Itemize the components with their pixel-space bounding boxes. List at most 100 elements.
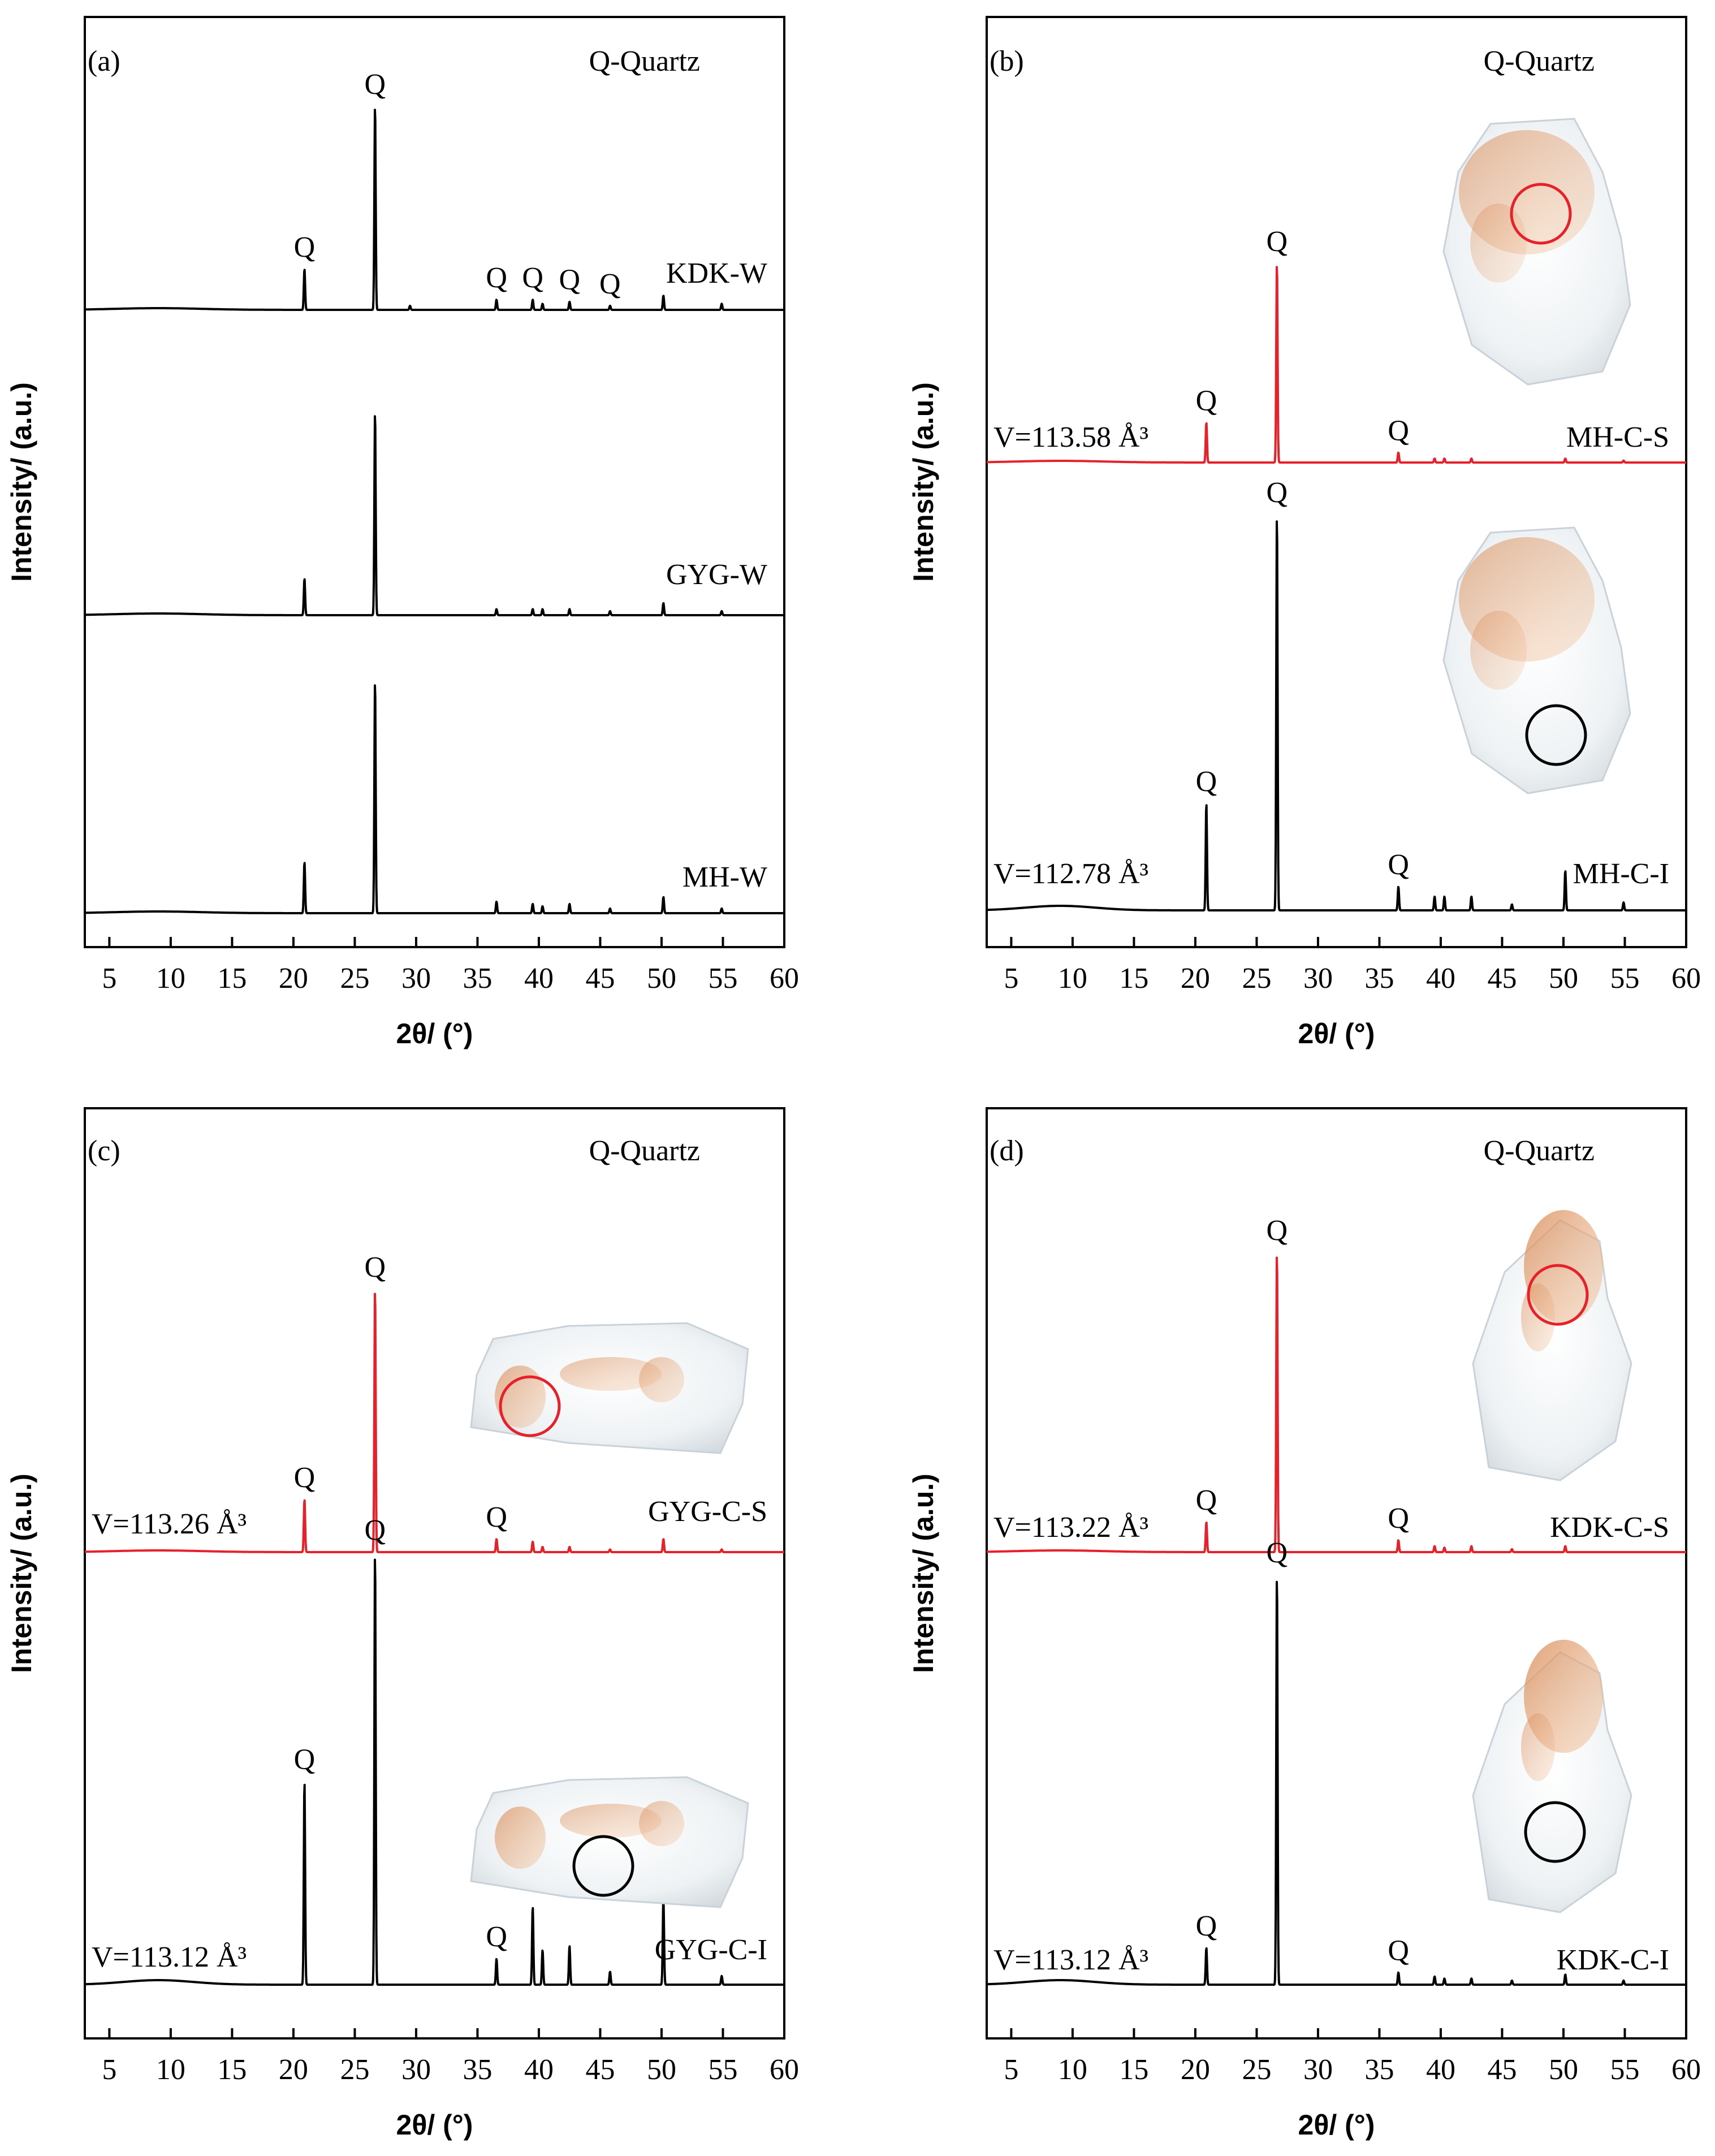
surface-circle-marker	[1527, 1264, 1589, 1326]
peak-label-q: Q	[1266, 1537, 1288, 1569]
xrd-series-mh-c-i	[986, 520, 1687, 911]
peak-label-q: Q	[294, 1462, 316, 1494]
panel-tag: (a)	[88, 45, 120, 77]
panel-c: 5 10 15 20 25 30 35 40 45 50 55 60 2θ/ (°) Intensity/…	[6, 1107, 799, 2141]
x-tick-label: 40	[1426, 962, 1455, 995]
x-tick-label: 50	[1549, 2054, 1578, 2086]
x-tick-label: 10	[156, 962, 185, 995]
x-tick-label: 15	[217, 2054, 247, 2086]
x-axis-title: 2θ/ (°)	[396, 2109, 473, 2141]
peak-label-q: Q	[1196, 1484, 1217, 1516]
x-tick-label: 35	[463, 962, 492, 995]
rock-photo-mh-surface	[1442, 118, 1631, 386]
legend-text: Q-Quartz	[1484, 45, 1595, 77]
x-axis-title: 2θ/ (°)	[396, 1018, 473, 1049]
x-tick-label: 35	[1364, 2054, 1394, 2086]
legend-text: Q-Quartz	[1484, 1135, 1595, 1167]
x-tick-label: 15	[217, 962, 247, 995]
x-tick-label: 25	[1242, 2054, 1271, 2086]
volume-label: V=113.22 Å³	[993, 1511, 1148, 1544]
x-tick-label: 25	[340, 2054, 369, 2086]
plot-frame	[986, 1107, 1687, 2040]
peak-label-q: Q	[486, 262, 507, 294]
panel-a: 5 10 15 20 25 30 35 40 45 50 55 60 2θ/ (°) Intensity/…	[6, 16, 799, 1049]
peak-label-q: Q	[294, 1743, 316, 1775]
xrd-series-kdk-w	[84, 109, 785, 311]
rock-photo-mh-interior	[1442, 526, 1631, 794]
legend-text: Q-Quartz	[589, 45, 700, 77]
legend-text: Q-Quartz	[589, 1135, 700, 1167]
plot-frame	[986, 16, 1687, 948]
x-tick-label: 20	[1181, 2054, 1210, 2086]
x-tick-label: 25	[1242, 962, 1271, 995]
x-tick-label: 30	[401, 2054, 431, 2086]
x-tick-label: 55	[1610, 962, 1639, 995]
panel-tag: (c)	[88, 1135, 120, 1167]
x-axis-title: 2θ/ (°)	[1298, 2109, 1375, 2141]
x-tick-label: 60	[770, 2054, 799, 2086]
peak-label-q: Q	[1266, 1215, 1288, 1247]
x-tick-label: 30	[401, 962, 431, 995]
xrd-series-gyg-c-i	[84, 1558, 785, 1986]
rock-stain	[1470, 204, 1527, 283]
peak-label-q: Q	[486, 1501, 507, 1533]
series-label: MH-C-S	[1566, 421, 1669, 453]
surface-circle-marker	[499, 1375, 561, 1437]
x-tick-label: 45	[585, 2054, 615, 2086]
x-tick-label: 55	[708, 962, 737, 995]
x-tick-label: 50	[1549, 962, 1578, 995]
x-tick-label: 25	[340, 962, 369, 995]
x-tick-label: 40	[524, 2054, 554, 2086]
plot-frame	[84, 16, 785, 948]
x-tick-label: 5	[1004, 962, 1018, 995]
panel-b: 5 10 15 20 25 30 35 40 45 50 55 60 2θ/ (°) Intensity/…	[908, 16, 1701, 1049]
x-tick-label: 40	[1426, 2054, 1455, 2086]
x-tick-label: 55	[708, 2054, 737, 2086]
peak-label-q: Q	[294, 231, 316, 263]
x-tick-label: 5	[102, 2054, 116, 2086]
x-tick-label: 5	[102, 962, 116, 995]
rock-stain	[560, 1804, 662, 1838]
plot-frame	[84, 1107, 785, 2040]
peak-label-q: Q	[1266, 477, 1288, 509]
x-tick-label: 10	[1058, 2054, 1087, 2086]
x-axis-title: 2θ/ (°)	[1298, 1018, 1375, 1049]
x-tick-label: 45	[1487, 2054, 1517, 2086]
x-tick-label: 20	[279, 2054, 308, 2086]
rock-stain	[1521, 1713, 1555, 1781]
x-tick-label: 10	[156, 2054, 185, 2086]
series-label: MH-C-I	[1573, 858, 1669, 890]
peak-label-q: Q	[1388, 1502, 1409, 1535]
interior-circle-marker	[1524, 1801, 1586, 1863]
volume-label: V=113.26 Å³	[92, 1508, 247, 1540]
rock-photo-kdk-surface	[1472, 1210, 1632, 1481]
x-tick-label: 10	[1058, 962, 1087, 995]
xrd-series-gyg-c-s	[84, 1293, 785, 1553]
peak-label-q: Q	[1196, 385, 1217, 417]
volume-label: V=113.12 Å³	[993, 1944, 1148, 1976]
xrd-series-mh-c-s	[986, 266, 1687, 464]
rock-stain	[1470, 611, 1527, 690]
x-tick-label: 35	[463, 2054, 492, 2086]
peak-label-q: Q	[1388, 414, 1409, 447]
series-label: MH-W	[682, 861, 767, 893]
series-label: GYG-C-S	[648, 1496, 767, 1528]
x-tick-label: 30	[1303, 2054, 1333, 2086]
volume-label: V=113.12 Å³	[92, 1941, 247, 1973]
peak-label-q: Q	[1388, 1934, 1409, 1967]
peak-label-q: Q	[559, 264, 580, 296]
rock-stain	[639, 1357, 684, 1402]
peak-label-q: Q	[1266, 226, 1288, 258]
rock-stain	[495, 1807, 546, 1869]
rock-photo-kdk-interior	[1472, 1640, 1632, 1913]
x-tick-label: 60	[1671, 962, 1701, 995]
volume-label: V=113.58 Å³	[993, 421, 1148, 453]
x-tick-label: 40	[524, 962, 554, 995]
y-axis-title: Intensity/ (a.u.)	[6, 1474, 37, 1673]
rock-photo-gyg-interior	[470, 1776, 749, 1908]
xrd-series-mh-w	[84, 684, 785, 914]
series-label: KDK-C-S	[1550, 1511, 1669, 1544]
rock-stain	[560, 1357, 662, 1391]
y-axis-title: Intensity/ (a.u.)	[908, 382, 939, 582]
